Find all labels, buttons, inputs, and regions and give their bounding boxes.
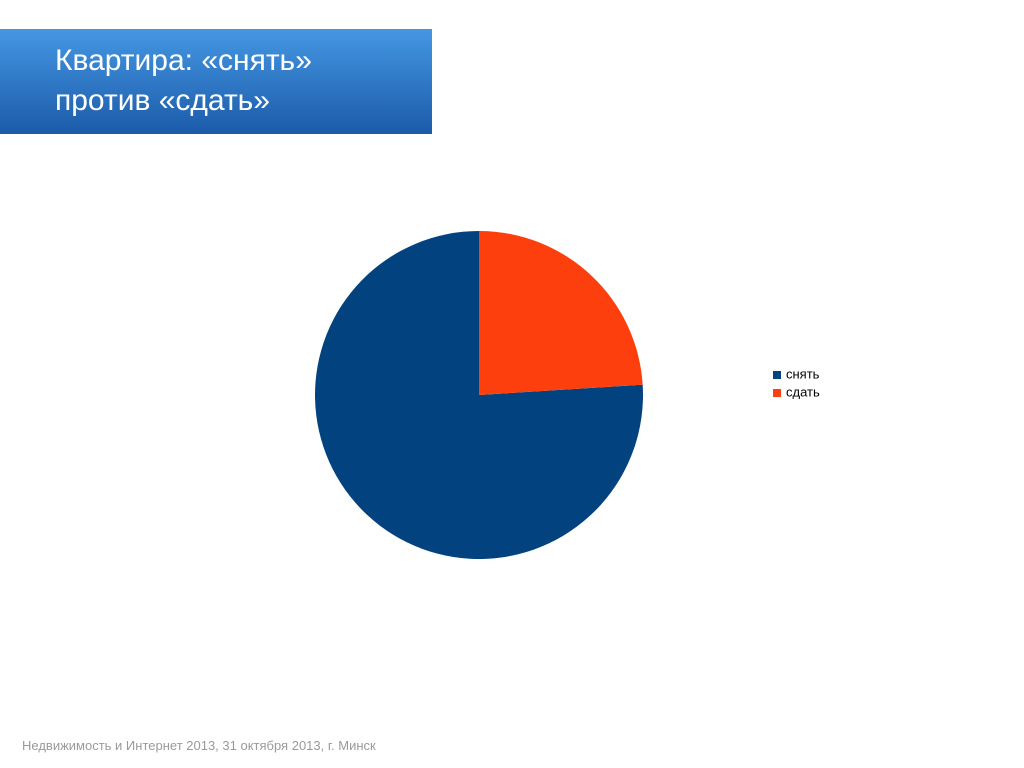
title-bar: Квартира: «снять» против «сдать»: [0, 29, 432, 134]
legend-label: снять: [786, 366, 820, 381]
footer: Недвижимость и Интернет 2013, 31 октября…: [22, 738, 376, 753]
legend-swatch: [773, 371, 781, 379]
legend-swatch: [773, 389, 781, 397]
pie-slice: [479, 231, 643, 395]
chart-title: Квартира: «снять» против «сдать»: [55, 44, 312, 117]
legend-label: сдать: [786, 384, 820, 399]
